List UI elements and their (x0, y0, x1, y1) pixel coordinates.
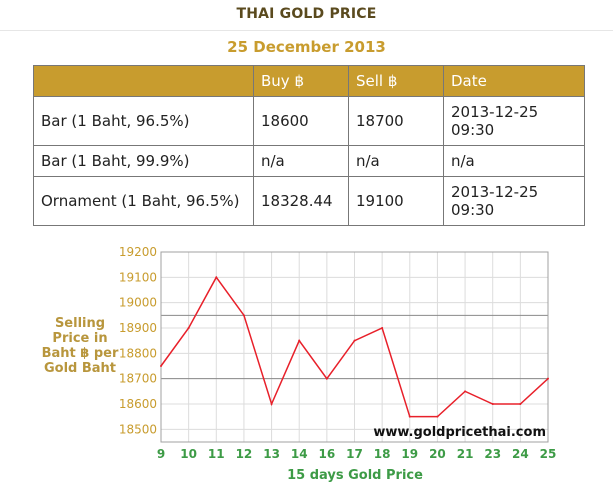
row-date-cell: 2013-12-25 09:30 (443, 96, 585, 146)
price-date: 25 December 2013 (227, 38, 386, 56)
table-row: Ornament (1 Baht, 96.5%) 18328.44 19100 … (33, 176, 585, 226)
y-tick-label: 19200 (119, 245, 157, 259)
row-name: Ornament (1 Baht, 96.5%) (33, 176, 254, 226)
x-tick-label: 13 (263, 447, 280, 461)
page-title: THAI GOLD PRICE (236, 6, 377, 22)
y-tick-label: 19100 (119, 270, 157, 284)
data-point (215, 276, 218, 279)
row-date: 2013-12-25 (451, 183, 539, 201)
table-row: Bar (1 Baht, 99.9%) n/a n/a n/a (33, 145, 585, 177)
x-tick-label: 20 (429, 447, 446, 461)
data-point (519, 403, 522, 405)
price-chart: 18500 18600 18700 18800 18900 19000 19100 19200… (119, 245, 557, 461)
x-tick-label: 11 (208, 447, 225, 461)
row-sell: n/a (348, 145, 444, 177)
plot-border (160, 251, 549, 443)
header-buy: Buy ฿ (253, 65, 349, 97)
x-tick-label: 23 (484, 447, 501, 461)
data-point (436, 415, 439, 418)
x-tick-label: 16 (319, 447, 336, 461)
row-name: Bar (1 Baht, 96.5%) (33, 96, 254, 146)
row-time: 09:30 (451, 201, 495, 219)
row-date: 2013-12-25 (451, 103, 539, 121)
data-point (491, 403, 494, 405)
y-axis-label: Selling Price in Baht ฿ per Gold Baht (41, 316, 119, 376)
data-point (160, 365, 162, 367)
chart-watermark: www.goldpricethai.com (373, 425, 546, 440)
table-row: Bar (1 Baht, 96.5%) 18600 18700 2013-12-… (33, 96, 585, 146)
x-tick-label: 18 (374, 447, 391, 461)
y-tick-label: 19000 (119, 296, 157, 310)
data-point (298, 339, 301, 342)
data-point (187, 327, 190, 329)
data-point (464, 390, 467, 393)
x-tick-label: 14 (291, 447, 308, 461)
y-tick-label: 18800 (119, 346, 157, 360)
row-sell: 19100 (348, 176, 444, 226)
data-point (408, 415, 411, 418)
x-tick-label: 10 (180, 447, 197, 461)
y-tick-label: 18500 (119, 422, 157, 436)
x-tick-label: 9 (157, 447, 165, 461)
header-item (33, 65, 254, 97)
data-point (242, 314, 245, 317)
row-name: Bar (1 Baht, 99.9%) (33, 145, 254, 177)
data-point (270, 403, 273, 405)
data-point (547, 377, 549, 380)
header-sell: Sell ฿ (348, 65, 444, 97)
row-date: n/a (443, 145, 585, 177)
row-buy: n/a (253, 145, 349, 177)
header-date: Date (443, 65, 585, 97)
y-tick-label: 18900 (119, 321, 157, 335)
x-tick-label: 17 (346, 447, 363, 461)
y-tick-label: 18600 (119, 397, 157, 411)
data-point (353, 339, 356, 342)
y-tick-label: 18700 (119, 372, 157, 386)
row-buy: 18328.44 (253, 176, 349, 226)
title-divider (0, 30, 613, 31)
price-table: Buy ฿ Sell ฿ Date Bar (1 Baht, 96.5%) 18… (33, 65, 585, 226)
x-tick-label: 24 (512, 447, 529, 461)
x-tick-label: 19 (401, 447, 418, 461)
row-date-cell: 2013-12-25 09:30 (443, 176, 585, 226)
row-sell: 18700 (348, 96, 444, 146)
x-tick-label: 25 (540, 447, 557, 461)
data-point (381, 327, 384, 329)
row-time: 09:30 (451, 121, 495, 139)
x-axis-title: 15 days Gold Price (287, 468, 423, 483)
table-header-row: Buy ฿ Sell ฿ Date (33, 65, 585, 97)
data-point (325, 377, 328, 380)
row-buy: 18600 (253, 96, 349, 146)
x-tick-label: 12 (236, 447, 253, 461)
x-tick-label: 21 (457, 447, 474, 461)
